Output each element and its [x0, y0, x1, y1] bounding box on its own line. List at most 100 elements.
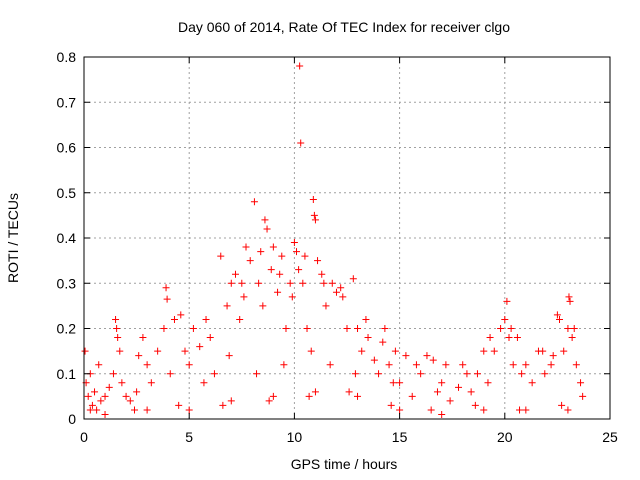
data-point [459, 361, 467, 369]
data-point [463, 370, 471, 378]
data-point [255, 279, 263, 287]
data-point [497, 325, 505, 332]
data-point [501, 315, 509, 323]
data-point [250, 198, 258, 206]
data-point [402, 352, 410, 360]
data-point [160, 325, 168, 332]
data-point [408, 392, 416, 400]
data-point [484, 379, 492, 387]
data-point [564, 325, 572, 332]
data-point [473, 370, 481, 378]
data-point [175, 401, 183, 409]
data-point [113, 325, 121, 332]
data-point [210, 370, 218, 378]
data-point [513, 334, 521, 342]
x-tick-label: 20 [497, 429, 513, 445]
data-point [227, 279, 235, 287]
data-point [236, 315, 244, 323]
y-tick-label: 0.6 [57, 140, 77, 156]
data-point [364, 334, 372, 342]
data-point [274, 288, 282, 296]
data-point [177, 311, 185, 319]
data-point [362, 315, 370, 323]
data-point [118, 379, 126, 387]
data-point [446, 397, 454, 405]
data-point [101, 410, 109, 418]
data-point [297, 139, 305, 147]
data-point [541, 370, 549, 378]
data-point [480, 347, 488, 355]
data-point [370, 356, 378, 364]
x-axis-label: GPS time / hours [291, 456, 398, 472]
data-point [81, 347, 89, 355]
data-point [91, 388, 99, 396]
data-point [375, 370, 383, 378]
y-tick-label: 0.8 [57, 49, 77, 65]
data-point [162, 284, 170, 292]
y-tick-label: 0.4 [57, 230, 77, 246]
data-point [412, 361, 420, 369]
data-point [577, 379, 585, 387]
data-point [101, 392, 109, 400]
data-point [467, 388, 475, 396]
data-point [189, 325, 197, 332]
data-point [88, 401, 96, 409]
data-point [480, 406, 488, 414]
axis-ticks: 0 0.1 0.2 0.3 0.4 0.5 0.6 0.7 0.8 0 5 10 15 20 25 [57, 49, 618, 445]
data-point [290, 239, 298, 247]
data-point [269, 243, 277, 251]
data-point [206, 334, 214, 342]
data-point [299, 279, 307, 287]
data-points [81, 62, 587, 418]
data-point [310, 211, 318, 219]
data-point [354, 325, 362, 332]
y-axis-label: ROTI / TECUs [5, 193, 21, 283]
data-point [354, 392, 362, 400]
data-point [116, 347, 124, 355]
data-point [553, 311, 561, 319]
data-point [126, 397, 134, 405]
data-point [387, 401, 395, 409]
data-point [507, 325, 515, 332]
data-point [223, 302, 231, 310]
data-point [337, 284, 345, 292]
grid-lines [84, 57, 610, 419]
data-point [565, 293, 573, 301]
data-point [326, 361, 334, 369]
data-point [389, 379, 397, 387]
data-point [345, 388, 353, 396]
data-point [505, 334, 513, 342]
y-tick-label: 0.1 [57, 366, 77, 382]
x-tick-label: 10 [287, 429, 303, 445]
chart-title: Day 060 of 2014, Rate Of TEC Index for r… [178, 19, 510, 35]
data-point [293, 248, 301, 256]
data-point [280, 361, 288, 369]
data-point [259, 302, 267, 310]
plot-frame [83, 56, 611, 420]
data-point [109, 370, 117, 378]
data-point [486, 334, 494, 342]
y-tick-label: 0.3 [57, 275, 77, 291]
data-point [143, 406, 151, 414]
data-point [217, 252, 225, 260]
data-point [427, 406, 435, 414]
data-point [305, 392, 313, 400]
data-point [139, 334, 147, 342]
data-point [314, 257, 322, 265]
data-point [379, 338, 387, 346]
data-point [261, 216, 269, 224]
data-point [381, 325, 389, 332]
data-point [147, 379, 155, 387]
data-point [566, 297, 574, 305]
data-point [343, 325, 351, 332]
data-point [240, 293, 248, 301]
data-point [154, 347, 162, 355]
data-point [295, 266, 303, 274]
data-point [522, 361, 530, 369]
data-point [170, 315, 178, 323]
data-point [86, 406, 94, 414]
data-point [328, 279, 336, 287]
data-point [385, 361, 393, 369]
data-point [257, 248, 265, 256]
